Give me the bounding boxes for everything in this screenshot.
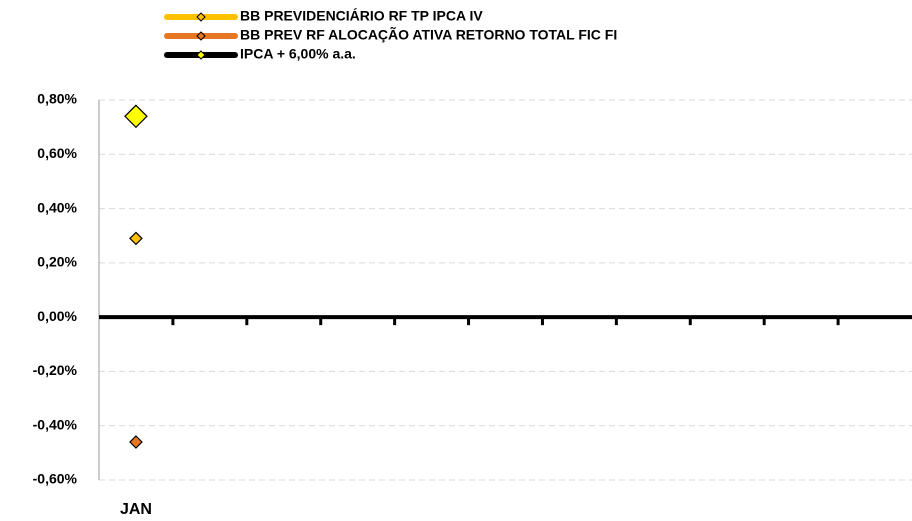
point-marker [129, 231, 143, 246]
legend-marker [196, 31, 206, 41]
legend-label: BB PREV RF ALOCAÇÃO ATIVA RETORNO TOTAL … [240, 26, 617, 43]
x-tick-label: JAN [120, 501, 152, 518]
y-tick-label: 0,40% [37, 199, 77, 215]
legend-label: BB PREVIDENCIÁRIO RF TP IPCA IV [240, 8, 483, 24]
y-tick-label: 0,00% [37, 308, 77, 324]
legend-marker [196, 50, 206, 60]
y-tick-label: 0,20% [37, 254, 77, 270]
point-marker [129, 435, 143, 449]
y-tick-label: 0,60% [37, 145, 77, 161]
y-tick-label: -0,40% [33, 416, 78, 432]
legend-label: IPCA + 6,00% a.a. [240, 46, 356, 62]
point-marker [124, 104, 148, 129]
legend-marker [196, 12, 206, 22]
y-tick-label: 0,80% [37, 91, 77, 107]
y-tick-label: -0,20% [33, 362, 78, 378]
y-tick-label: -0,60% [33, 471, 78, 487]
